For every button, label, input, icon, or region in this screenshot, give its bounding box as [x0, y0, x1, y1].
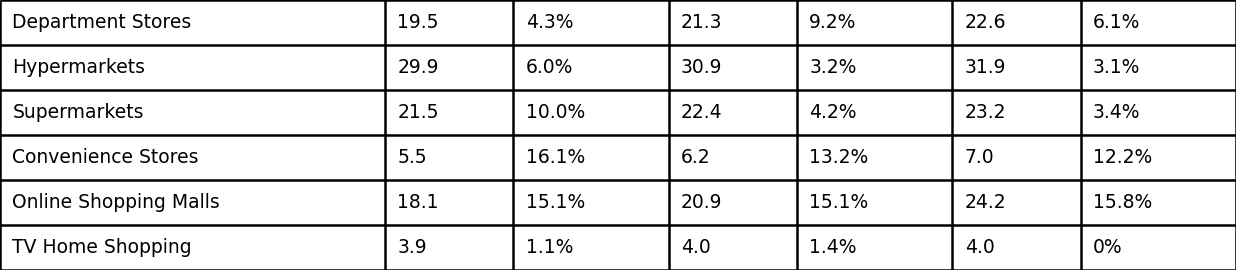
Text: Department Stores: Department Stores [12, 13, 192, 32]
Text: 15.1%: 15.1% [525, 193, 585, 212]
Text: 6.0%: 6.0% [525, 58, 574, 77]
Text: 15.8%: 15.8% [1093, 193, 1152, 212]
Text: 4.3%: 4.3% [525, 13, 574, 32]
Text: 4.0: 4.0 [681, 238, 711, 257]
Text: 31.9: 31.9 [964, 58, 1006, 77]
Text: 6.1%: 6.1% [1093, 13, 1141, 32]
Text: 3.9: 3.9 [397, 238, 426, 257]
Text: 0%: 0% [1093, 238, 1122, 257]
Text: 21.5: 21.5 [397, 103, 439, 122]
Text: Supermarkets: Supermarkets [12, 103, 143, 122]
Text: 1.1%: 1.1% [525, 238, 574, 257]
Text: 6.2: 6.2 [681, 148, 711, 167]
Text: 10.0%: 10.0% [525, 103, 585, 122]
Text: 3.1%: 3.1% [1093, 58, 1141, 77]
Text: 15.1%: 15.1% [810, 193, 869, 212]
Text: 29.9: 29.9 [397, 58, 439, 77]
Text: 20.9: 20.9 [681, 193, 723, 212]
Text: Online Shopping Malls: Online Shopping Malls [12, 193, 220, 212]
Text: TV Home Shopping: TV Home Shopping [12, 238, 192, 257]
Text: 19.5: 19.5 [397, 13, 439, 32]
Text: 21.3: 21.3 [681, 13, 723, 32]
Text: 3.2%: 3.2% [810, 58, 857, 77]
Text: Hypermarkets: Hypermarkets [12, 58, 146, 77]
Text: Convenience Stores: Convenience Stores [12, 148, 199, 167]
Text: 12.2%: 12.2% [1093, 148, 1152, 167]
Text: 30.9: 30.9 [681, 58, 723, 77]
Text: 9.2%: 9.2% [810, 13, 857, 32]
Text: 16.1%: 16.1% [525, 148, 585, 167]
Text: 4.0: 4.0 [964, 238, 995, 257]
Text: 22.6: 22.6 [964, 13, 1006, 32]
Text: 18.1: 18.1 [397, 193, 439, 212]
Text: 13.2%: 13.2% [810, 148, 869, 167]
Text: 7.0: 7.0 [964, 148, 994, 167]
Text: 22.4: 22.4 [681, 103, 723, 122]
Text: 1.4%: 1.4% [810, 238, 857, 257]
Text: 24.2: 24.2 [964, 193, 1006, 212]
Text: 5.5: 5.5 [397, 148, 426, 167]
Text: 3.4%: 3.4% [1093, 103, 1141, 122]
Text: 4.2%: 4.2% [810, 103, 857, 122]
Text: 23.2: 23.2 [964, 103, 1006, 122]
